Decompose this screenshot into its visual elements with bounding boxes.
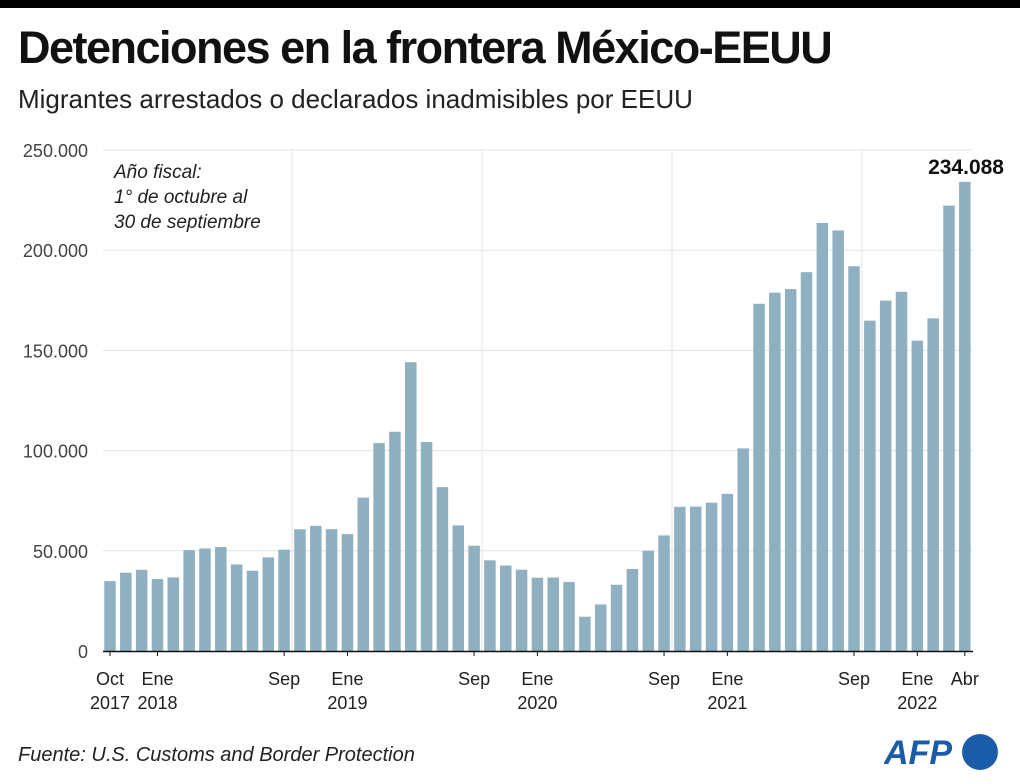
bar [769,292,781,651]
bar [689,506,702,651]
y-tick-label: 50.000 [33,542,88,562]
bar [531,577,544,651]
bar [864,320,876,651]
x-tick-label: Ene [331,669,363,689]
chart-title: Detenciones en la frontera México-EEUU [18,22,833,73]
y-tick-label: 250.000 [23,141,88,161]
bar [705,502,718,651]
bar [737,448,749,651]
x-tick-label: Sep [838,669,870,689]
bar [610,584,623,651]
chart-subtitle: Migrantes arrestados o declarados inadmi… [18,84,693,114]
bar [151,579,164,651]
bar [452,525,465,651]
bar [879,300,892,651]
bar [642,550,654,651]
x-tick-label: 2018 [137,693,177,713]
x-tick-label: Ene [901,669,933,689]
note-line: 1° de octubre al [114,187,248,208]
bar [120,572,132,651]
bar [500,565,512,651]
y-tick-label: 0 [78,642,88,662]
bar [135,569,148,651]
x-tick-label: Ene [711,669,743,689]
x-tick-label: Sep [648,669,680,689]
x-tick-label: 2020 [517,693,557,713]
bar [594,604,607,651]
bar [800,272,813,651]
bar [262,557,275,651]
bar [484,560,496,651]
bar [183,550,195,651]
bar [341,534,354,651]
bar [753,303,765,651]
bar [547,577,559,651]
y-tick-label: 200.000 [23,241,88,261]
bar [357,497,370,651]
x-tick-label: 2022 [897,693,937,713]
bar [927,318,939,651]
bar [626,568,639,651]
note-line: 30 de septiembre [114,212,261,233]
bar [389,431,401,651]
bar [563,581,575,651]
svg-text:AFP: AFP [884,734,952,772]
x-tick-label: Sep [458,669,490,689]
bar [848,266,860,651]
bar [405,362,417,651]
bar [215,547,227,651]
afp-logo: AFP [884,734,998,772]
bar [420,441,433,651]
fiscal-year-note: Año fiscal: 1° de octubre al 30 de septi… [114,160,261,235]
bar [325,529,338,651]
bar [199,548,211,651]
bar [294,529,306,651]
bar [436,487,449,651]
bar [230,564,243,651]
x-tick-label: 2019 [327,693,367,713]
bar [658,535,670,651]
y-tick-label: 150.000 [23,341,88,361]
note-line: Año fiscal: [114,162,202,183]
bar [674,506,686,651]
x-tick-label: Sep [268,669,300,689]
bar [373,443,385,651]
x-tick-label: 2021 [707,693,747,713]
x-tick-label: Abr [951,669,979,689]
top-bar [0,0,1020,8]
x-tick-label: Ene [141,669,173,689]
x-tick-label: Oct [96,669,124,689]
bar [246,570,259,651]
y-tick-label: 100.000 [23,442,88,462]
bar [278,549,290,651]
bar [310,525,322,651]
bar [721,493,734,651]
bar [167,577,180,651]
bar [832,230,844,651]
bar [911,340,924,651]
bar [943,205,955,651]
bar [468,545,480,651]
bar [895,291,908,651]
bar [784,289,797,651]
data-label: 234.088 [928,156,1004,179]
x-tick-label: 2017 [90,693,130,713]
bar [959,181,971,652]
x-tick-label: Ene [521,669,553,689]
bar [579,616,591,651]
bar [515,569,528,651]
bar [816,222,829,651]
source-text: Fuente: U.S. Customs and Border Protecti… [18,744,415,766]
bar [104,581,116,651]
